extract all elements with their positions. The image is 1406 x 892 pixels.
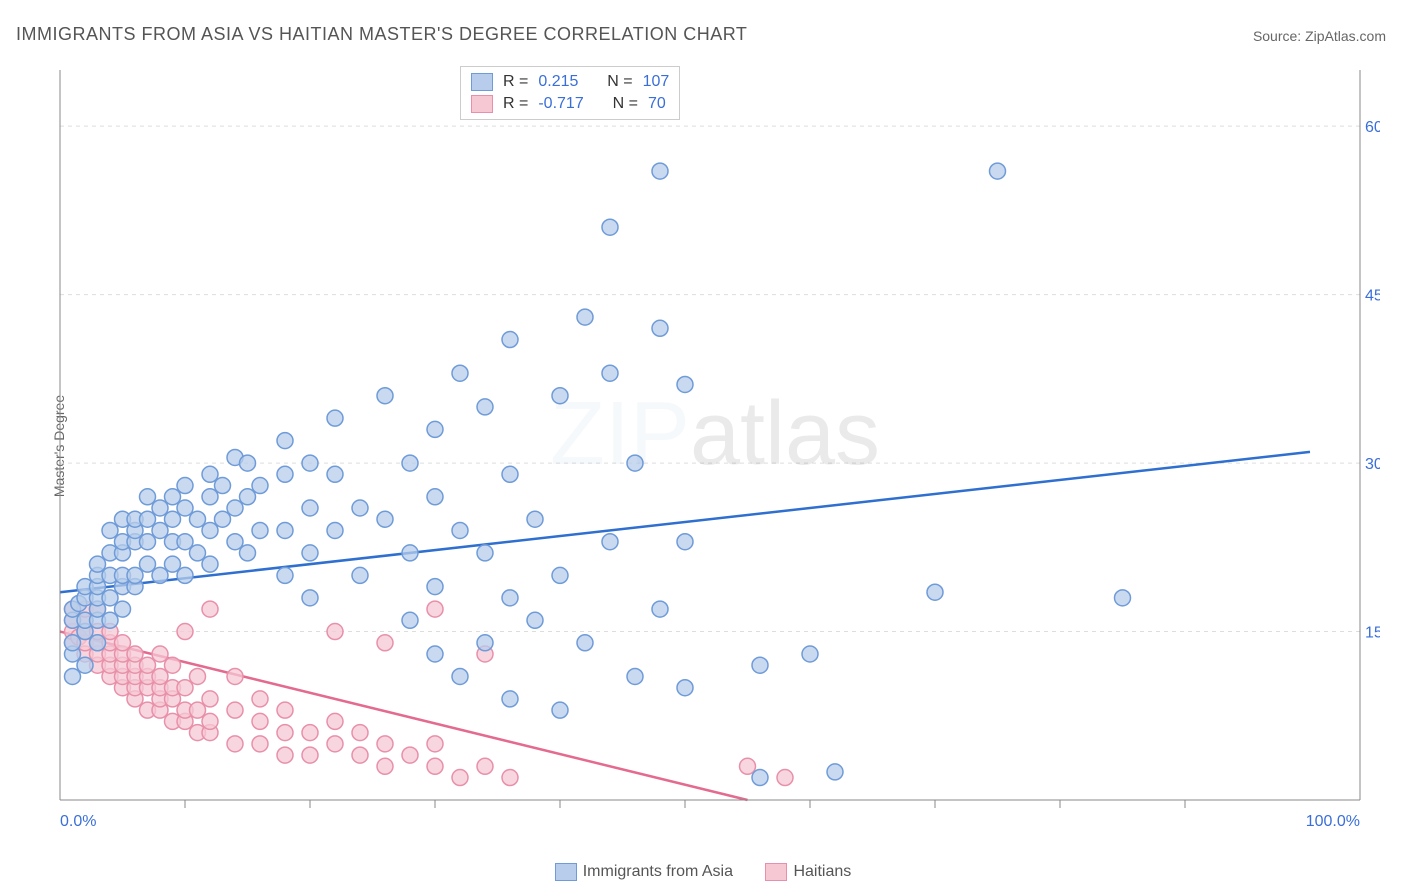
corr-row-2: R = -0.717 N = 70	[471, 93, 669, 115]
legend-label-2: Haitians	[793, 863, 851, 881]
n-value-1: 107	[643, 73, 670, 91]
svg-text:30.0%: 30.0%	[1365, 456, 1380, 473]
swatch-series1-b	[555, 863, 577, 881]
swatch-series1	[471, 73, 493, 91]
n-label: N =	[607, 73, 632, 91]
swatch-series2	[471, 95, 493, 113]
r-value-2: -0.717	[538, 95, 583, 113]
scatter-plot: 15.0%30.0%45.0%60.0%0.0%100.0% ZIPatlas	[50, 60, 1380, 830]
correlation-legend-box: R = 0.215 N = 107 R = -0.717 N = 70	[460, 66, 680, 120]
legend-item-2: Haitians	[765, 863, 851, 881]
r-value-1: 0.215	[538, 73, 578, 91]
source-attribution: Source: ZipAtlas.com	[1253, 28, 1386, 44]
bottom-legend: Immigrants from Asia Haitians	[0, 863, 1406, 886]
chart-title: IMMIGRANTS FROM ASIA VS HAITIAN MASTER'S…	[16, 24, 747, 45]
r-label: R =	[503, 73, 528, 91]
legend-item-1: Immigrants from Asia	[555, 863, 733, 881]
r-label: R =	[503, 95, 528, 113]
svg-text:45.0%: 45.0%	[1365, 288, 1380, 305]
chart-svg: 15.0% 30.0% 45.0% 60.0% 0.0% 100.0%	[50, 60, 1380, 830]
svg-text:15.0%: 15.0%	[1365, 625, 1380, 642]
swatch-series2-b	[765, 863, 787, 881]
legend-label-1: Immigrants from Asia	[583, 863, 733, 881]
n-label: N =	[613, 95, 638, 113]
svg-text:100.0%: 100.0%	[1306, 813, 1360, 830]
corr-row-1: R = 0.215 N = 107	[471, 71, 669, 93]
source-label: Source:	[1253, 28, 1301, 44]
svg-text:60.0%: 60.0%	[1365, 119, 1380, 136]
svg-text:0.0%: 0.0%	[60, 813, 96, 830]
source-link[interactable]: ZipAtlas.com	[1305, 28, 1386, 44]
n-value-2: 70	[648, 95, 666, 113]
